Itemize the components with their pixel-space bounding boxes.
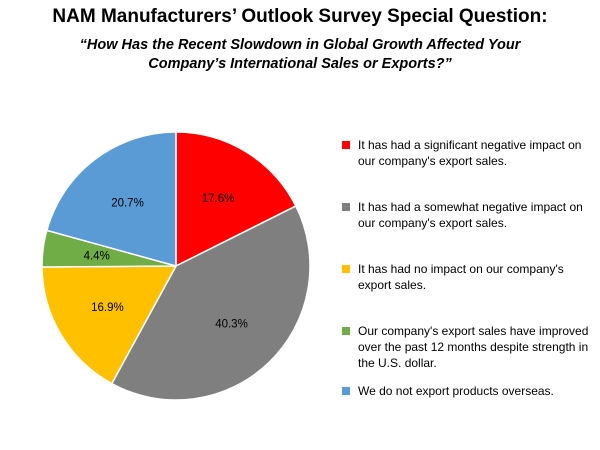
legend-label: It has had a significant negative impact… — [358, 138, 582, 168]
slice-data-label-5: 20.7% — [111, 197, 144, 209]
slice-data-label-2: 40.3% — [215, 319, 248, 331]
legend-swatch — [342, 141, 350, 149]
subtitle-line-1: “How Has the Recent Slowdown in Global G… — [79, 37, 521, 53]
legend-swatch — [342, 203, 350, 211]
subtitle-line-2: Company’s International Sales or Exports… — [148, 56, 452, 72]
legend-item: It has had a somewhat negative impact on… — [342, 199, 592, 261]
chart-legend: It has had a significant negative impact… — [342, 137, 592, 399]
legend-swatch — [342, 327, 350, 335]
pie-slice-2 — [110, 205, 311, 401]
legend-item: It has had no impact on our company's ex… — [342, 261, 592, 323]
pie-slice-3 — [41, 265, 178, 385]
legend-item: Our company's export sales have improved… — [342, 323, 592, 383]
legend-label: Our company's export sales have improved… — [358, 324, 589, 370]
legend-item: We do not export products overseas. — [342, 383, 592, 399]
legend-label: It has had a somewhat negative impact on… — [358, 200, 583, 230]
legend-swatch — [342, 387, 350, 395]
legend-label: We do not export products overseas. — [358, 384, 554, 398]
legend-item: It has had a significant negative impact… — [342, 137, 592, 199]
pie-slice-1 — [175, 131, 297, 268]
slice-data-label-3: 16.9% — [91, 302, 124, 314]
chart-title: NAM Manufacturers’ Outlook Survey Specia… — [52, 6, 548, 27]
legend-label: It has had no impact on our company's ex… — [358, 262, 564, 292]
chart-subtitle: “How Has the Recent Slowdown in Global G… — [20, 36, 580, 74]
legend-swatch — [342, 265, 350, 273]
slice-data-label-1: 17.6% — [202, 193, 235, 205]
slice-data-label-4: 4.4% — [84, 251, 110, 263]
pie-slice-5 — [45, 131, 177, 267]
